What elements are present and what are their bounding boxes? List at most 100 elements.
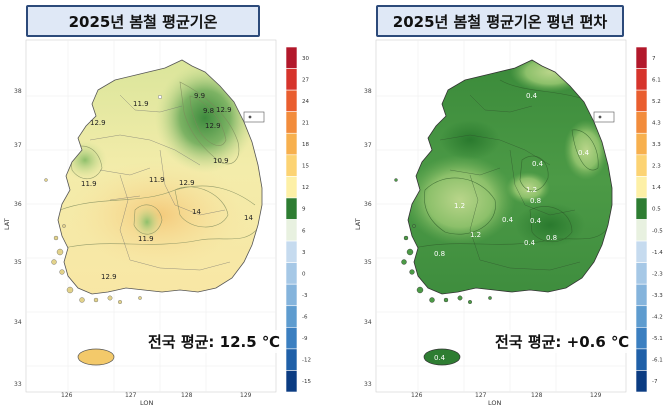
contour-label: 0.4 (502, 216, 514, 224)
legend-swatch (285, 46, 298, 69)
panel-title: 2025년 봄철 평균기온 (26, 5, 260, 37)
legend-label: 0.5 (652, 207, 661, 213)
legend-label: 6.1 (652, 77, 661, 83)
absolute-temperature-panel: 2025년 봄철 평균기온 (3, 5, 311, 407)
legend-swatch (285, 132, 298, 156)
legend-label: 12 (302, 185, 309, 191)
legend-label: 3.3 (652, 142, 661, 148)
legend-swatch (635, 305, 648, 328)
coastline (57, 59, 263, 295)
lat-tick: 37 (364, 142, 372, 149)
lon-tick: 126 (61, 392, 73, 399)
legend-swatch (285, 176, 298, 199)
mainland (58, 60, 262, 294)
lon-tick: 127 (475, 392, 487, 399)
legend-label: 21 (302, 120, 309, 126)
legend-label: 30 (302, 56, 309, 62)
lat-tick: 37 (14, 142, 22, 149)
legend-label: -9 (302, 336, 308, 342)
legend-label: 7 (652, 56, 656, 62)
legend-swatch (285, 370, 298, 393)
contour-label: 12.9 (179, 179, 195, 187)
lat-tick: 35 (364, 259, 372, 266)
contour-label: 11.9 (138, 235, 154, 243)
contour-label: 14 (192, 208, 201, 216)
legend-label: -4.2 (652, 315, 663, 321)
legend-swatch (285, 327, 298, 350)
panel-title: 2025년 봄철 평균기온 평년 편차 (376, 5, 624, 37)
lon-tick: 129 (240, 392, 252, 399)
legend-swatch (285, 283, 298, 307)
legend-swatch (635, 68, 648, 91)
legend-label: 2.3 (652, 164, 661, 170)
contour-labels: 0.4 0.4 0.4 1.2 0.8 1.2 0.4 0.4 0.8 0.4 … (434, 92, 590, 362)
legend-swatch (635, 283, 648, 307)
legend-label: -0.5 (652, 228, 663, 234)
legend-label: -5.1 (652, 336, 663, 342)
lat-tick: 35 (14, 259, 22, 266)
legend-swatch (285, 240, 298, 263)
contour-label: 0.8 (530, 197, 541, 205)
legend-label: 9 (302, 207, 306, 213)
lat-tick: 38 (14, 88, 22, 95)
legend-swatch (635, 327, 648, 350)
legend-label: 15 (302, 164, 309, 170)
legend-swatch (635, 132, 648, 156)
legend-swatch (635, 46, 648, 69)
legend-label: 4.3 (652, 120, 661, 126)
inset-dot (598, 115, 602, 119)
contour-label: 1.2 (470, 231, 481, 239)
legend-swatch (635, 370, 648, 393)
contour-label: 0.8 (434, 250, 445, 258)
islands (394, 178, 492, 305)
legend-swatch (635, 219, 648, 242)
lat-tick: 34 (14, 319, 22, 326)
y-axis-label: LAT (354, 218, 362, 230)
lat-tick: 33 (14, 381, 22, 388)
lon-ticks: 126 127 128 129 (61, 392, 252, 399)
legend-swatch (635, 240, 648, 263)
lon-tick: 127 (125, 392, 137, 399)
jeju-island (423, 348, 461, 366)
legend-label: 3 (302, 250, 306, 256)
inset-dot (248, 115, 252, 119)
legend-label: 27 (302, 77, 309, 83)
legend: 7 6.1 5.2 4.3 3.3 2.3 1.4 0.5 -0.5 -1.4 -2.3 -3.3 -4… (635, 46, 663, 393)
coastline (407, 59, 613, 295)
legend-swatch (285, 154, 298, 177)
anomaly-temperature-panel: 2025년 봄철 평균기온 평년 편차 (336, 0, 672, 409)
contour-label: 0.4 (532, 160, 544, 168)
contour-label: 12.9 (216, 106, 232, 114)
lat-tick: 34 (364, 319, 372, 326)
lat-tick: 36 (14, 201, 22, 208)
legend-label: -1.4 (652, 250, 663, 256)
legend-label: 18 (302, 142, 309, 148)
jeju-island (77, 348, 115, 366)
lat-tick: 38 (364, 88, 372, 95)
contour-label: 0.4 (524, 239, 536, 247)
contour-label: 1.2 (526, 186, 537, 194)
legend-label: -2.3 (652, 271, 663, 277)
contour-labels: 9.9 12.9 11.9 12.9 10.9 11.9 12.9 14 11.… (81, 92, 253, 281)
lat-ticks: 33 34 35 36 37 38 (364, 88, 372, 388)
contour-label: 11.9 (133, 100, 149, 108)
legend-swatch (285, 348, 298, 371)
contour-label: 0.4 (530, 217, 542, 225)
legend-swatch (285, 68, 298, 91)
legend-label: -7 (652, 379, 658, 385)
contour-label: 9.9 (194, 92, 205, 100)
legend-label: -6 (302, 315, 308, 321)
national-average: 전국 평균: 12.5 ℃ (145, 330, 284, 353)
lon-tick: 129 (590, 392, 602, 399)
legend-label: 5.2 (652, 99, 661, 105)
legend-label: 24 (302, 99, 309, 105)
legend-label: -6.1 (652, 358, 663, 364)
lon-tick: 128 (181, 392, 193, 399)
contour-label: 1.2 (454, 202, 465, 210)
contour-label: 12.9 (101, 273, 117, 281)
contour-label: 12.9 (205, 122, 221, 130)
legend-swatch (635, 262, 648, 285)
legend-swatch (635, 176, 648, 199)
contour-label: 0.4 (526, 92, 538, 100)
